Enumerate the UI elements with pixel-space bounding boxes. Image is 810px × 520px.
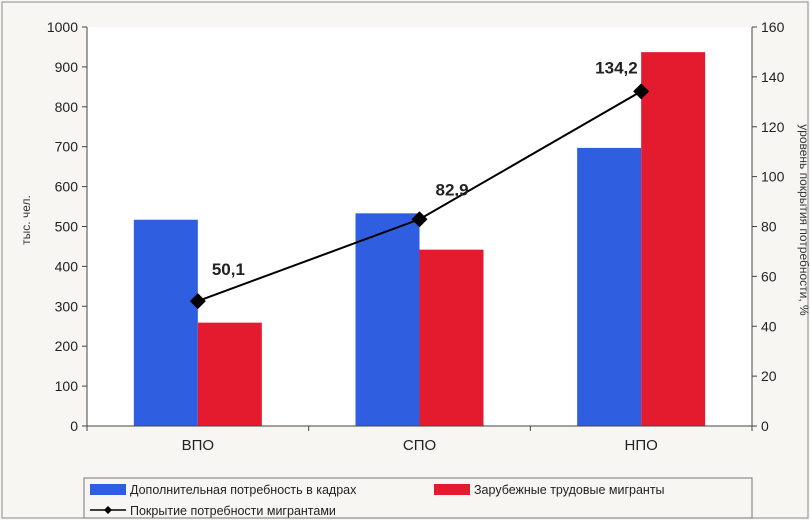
- y2-axis-title: уровень покрытия потребности, %: [797, 124, 810, 316]
- x-tick-label-2: НПО: [625, 437, 658, 454]
- y-tick-label-1: 100: [55, 378, 79, 394]
- legend: Дополнительная потребность в кадрах Зару…: [83, 477, 753, 519]
- bar-migrants-0: [197, 322, 262, 426]
- legend-label-demand: Дополнительная потребность в кадрах: [130, 483, 357, 497]
- y-tick-label-7: 700: [55, 139, 79, 155]
- x-tick-label-1: СПО: [403, 437, 436, 454]
- y-tick-label-8: 800: [55, 99, 79, 115]
- y2-tick-label-3: 60: [761, 268, 777, 284]
- y-tick-label-5: 500: [55, 219, 79, 235]
- y-tick-label-6: 600: [55, 179, 79, 195]
- y2-tick-label-4: 80: [761, 219, 777, 235]
- y2-tick-label-1: 20: [761, 368, 777, 384]
- y2-tick-label-2: 40: [761, 318, 777, 334]
- y-tick-label-3: 300: [55, 298, 79, 314]
- coverage-data-label-2: 134,2: [595, 58, 638, 77]
- y-axis-title: тыс. чел.: [19, 195, 33, 245]
- coverage-marker-2: [633, 83, 650, 100]
- y2-tick-label-0: 0: [761, 418, 769, 434]
- y-tick-label-0: 0: [70, 418, 78, 434]
- coverage-data-label-1: 82,9: [436, 180, 469, 199]
- legend-swatch-demand: [90, 484, 126, 495]
- coverage-data-label-0: 50,1: [212, 260, 245, 279]
- legend-swatch-migrants: [434, 484, 470, 495]
- y2-tick-label-7: 140: [761, 69, 785, 85]
- y-tick-label-2: 200: [55, 338, 79, 354]
- bar-demand-2: [577, 147, 642, 426]
- legend-marker-coverage: [104, 506, 112, 514]
- y2-tick-label-8: 160: [761, 19, 785, 35]
- bar-demand-1: [355, 213, 420, 426]
- y-tick-label-4: 400: [55, 258, 79, 274]
- y-tick-label-10: 1000: [47, 19, 78, 35]
- plot-area: 0 100 200 300 400 500 600 700 800 900 1000 0 20 40 60 8…: [47, 19, 785, 454]
- y-tick-label-9: 900: [55, 59, 79, 75]
- bar-migrants-2: [641, 52, 706, 427]
- bar-demand-0: [133, 219, 198, 426]
- bar-migrants-1: [419, 249, 484, 426]
- coverage-marker-1: [411, 211, 428, 228]
- legend-label-migrants: Зарубежные трудовые мигранты: [474, 483, 665, 497]
- y2-tick-label-5: 100: [761, 169, 785, 185]
- legend-label-coverage: Покрытие потребности мигрантами: [130, 504, 336, 518]
- legend-frame: [83, 477, 753, 519]
- coverage-marker-0: [189, 293, 206, 310]
- y2-tick-label-6: 120: [761, 119, 785, 135]
- x-tick-label-0: ВПО: [182, 437, 214, 454]
